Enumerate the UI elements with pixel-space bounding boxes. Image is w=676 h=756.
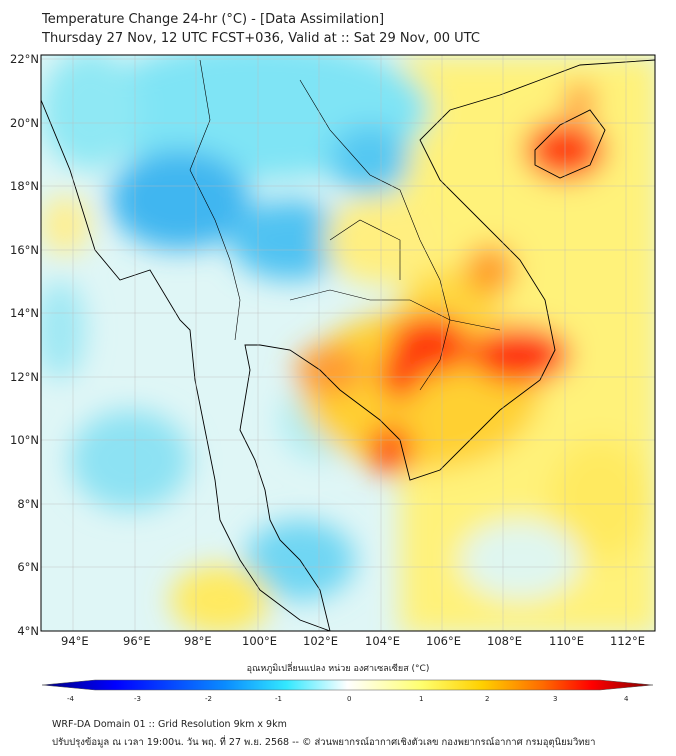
- chart-subtitle: Thursday 27 Nov, 12 UTC FCST+036, Valid …: [42, 31, 480, 46]
- lon-label: 94°E: [61, 634, 89, 648]
- lat-label: 12°N: [10, 370, 39, 384]
- colorbar-tick: -3: [134, 695, 141, 703]
- colorbar-tick: 2: [485, 695, 490, 703]
- colorbar-tick: 1: [419, 695, 424, 703]
- lat-label: 6°N: [17, 560, 39, 574]
- lat-label: 16°N: [10, 243, 39, 257]
- lon-label: 110°E: [549, 634, 584, 648]
- lon-label: 96°E: [123, 634, 151, 648]
- colorbar-tick: -4: [67, 695, 74, 703]
- colorbar-tick: -1: [275, 695, 282, 703]
- lat-label: 10°N: [10, 433, 39, 447]
- lat-label: 8°N: [17, 497, 39, 511]
- colorbar-tick: -2: [205, 695, 212, 703]
- footer-credit: ปรับปรุงข้อมูล ณ เวลา 19:00น. วัน พฤ. ที…: [52, 737, 596, 748]
- gridlines: [41, 55, 655, 631]
- colorbar-tick: 4: [624, 695, 629, 703]
- lat-label: 4°N: [17, 624, 39, 638]
- colorbar-label: อุณหภูมิเปลี่ยนแปลง หน่วย องศาเซลเซียส (…: [246, 664, 430, 674]
- footer-model-info: WRF-DA Domain 01 :: Grid Resolution 9km …: [52, 719, 287, 730]
- lon-label: 102°E: [303, 634, 338, 648]
- lat-label: 18°N: [10, 179, 39, 193]
- lon-label: 98°E: [184, 634, 212, 648]
- lon-label: 104°E: [365, 634, 400, 648]
- lat-label: 20°N: [10, 116, 39, 130]
- lon-label: 108°E: [487, 634, 522, 648]
- chart-title: Temperature Change 24-hr (°C) - [Data As…: [42, 12, 385, 27]
- lon-label: 106°E: [426, 634, 461, 648]
- lat-label: 14°N: [10, 306, 39, 320]
- borders: [189, 59, 501, 391]
- lon-label: 112°E: [610, 634, 645, 648]
- map-frame: [40, 54, 656, 632]
- colorbar: [41, 679, 654, 691]
- lat-label: 22°N: [10, 52, 39, 66]
- temperature-field: [41, 55, 655, 631]
- lon-label: 100°E: [242, 634, 277, 648]
- colorbar-tick: 3: [553, 695, 558, 703]
- colorbar-tick: 0: [347, 695, 352, 703]
